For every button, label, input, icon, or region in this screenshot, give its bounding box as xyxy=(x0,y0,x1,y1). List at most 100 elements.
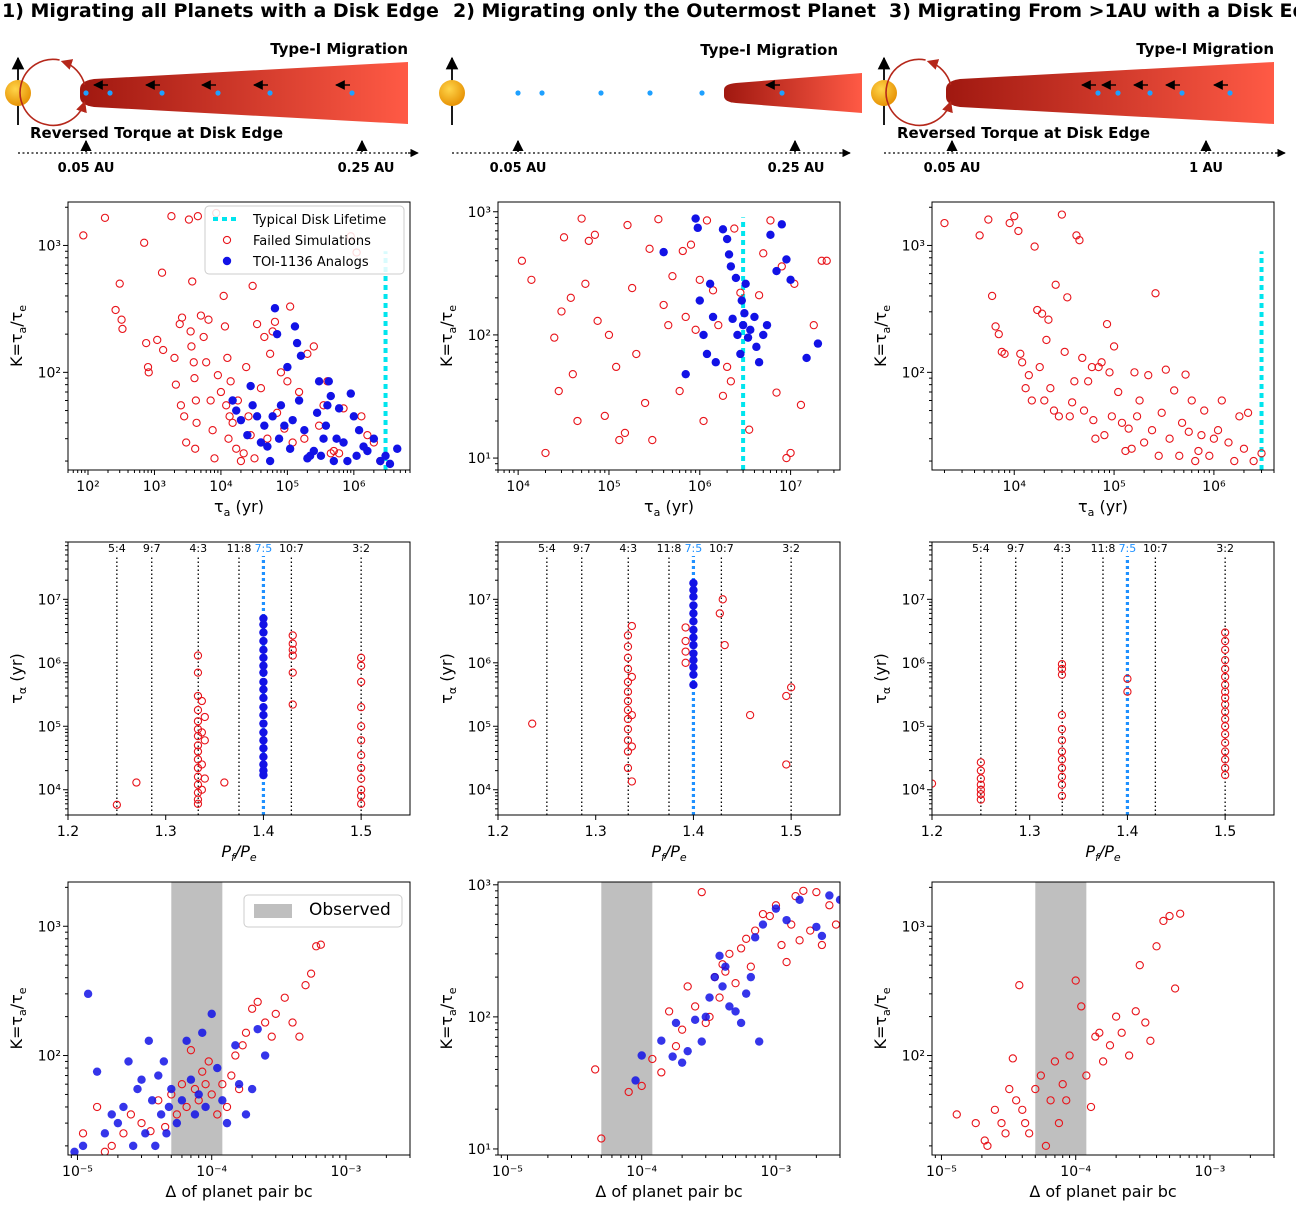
analog-point xyxy=(270,304,280,313)
analog-point xyxy=(782,255,791,264)
failed-simulation-point xyxy=(285,302,295,311)
analog-point xyxy=(259,661,268,670)
failed-simulation-point xyxy=(722,362,732,372)
resonance-label: 4:3 xyxy=(1053,542,1071,555)
analog-point xyxy=(190,1110,200,1119)
failed-simulation-point xyxy=(681,658,690,667)
failed-simulation-point xyxy=(1181,370,1190,379)
failed-simulation-point xyxy=(604,330,614,340)
planet-dot xyxy=(1115,90,1121,96)
analog-point xyxy=(119,1102,128,1112)
failed-simulation-point xyxy=(153,335,162,345)
y-tick-label: 10⁷ xyxy=(902,592,925,608)
failed-simulation-point xyxy=(623,763,633,773)
failed-simulation-point xyxy=(681,636,690,646)
failed-simulation-point xyxy=(1057,210,1067,219)
failed-simulation-point xyxy=(140,238,149,247)
analog-point xyxy=(259,728,268,737)
failed-simulation-point xyxy=(997,1118,1006,1128)
failed-simulation-point xyxy=(1091,1032,1100,1041)
failed-simulation-point xyxy=(736,944,746,953)
failed-simulation-point xyxy=(356,785,366,794)
failed-simulation-point xyxy=(1220,738,1230,747)
failed-simulation-point xyxy=(715,609,724,618)
failed-simulation-point xyxy=(627,777,637,786)
failed-simulation-point xyxy=(288,645,297,654)
y-tick-label: 10⁵ xyxy=(902,719,925,735)
analog-point xyxy=(259,702,268,712)
analog-point xyxy=(259,770,268,780)
failed-simulation-point xyxy=(1152,942,1161,951)
failed-simulation-point xyxy=(1001,1129,1010,1138)
x-tick-label: 1.3 xyxy=(155,824,177,840)
analog-point xyxy=(339,438,348,447)
failed-simulation-point xyxy=(1057,660,1067,669)
failed-simulation-point xyxy=(1037,309,1047,318)
y-axis-label: K=τa/τe xyxy=(871,305,893,367)
failed-simulation-point xyxy=(193,799,203,808)
plot-frame xyxy=(497,541,841,816)
analog-point xyxy=(722,234,732,244)
failed-simulation-point xyxy=(1008,1054,1017,1063)
analog-point xyxy=(346,389,355,398)
failed-simulation-point xyxy=(111,305,120,315)
failed-simulation-point xyxy=(714,321,723,330)
failed-simulation-point xyxy=(976,795,986,804)
resonance-label: 3:2 xyxy=(352,542,370,555)
failed-simulation-point xyxy=(158,345,168,355)
failed-simulation-point xyxy=(1014,226,1023,236)
failed-simulation-point xyxy=(627,742,637,751)
x-tick-label: 10⁶ xyxy=(1202,479,1226,495)
y-axis-label: K=τa/τe xyxy=(871,987,893,1049)
failed-simulation-point xyxy=(187,342,196,351)
analog-point xyxy=(724,250,734,259)
analog-point xyxy=(689,578,698,588)
analog-point xyxy=(835,895,840,904)
analog-point xyxy=(802,353,811,363)
failed-simulation-point xyxy=(1046,384,1055,393)
failed-simulation-point xyxy=(115,279,124,288)
analog-point xyxy=(705,993,714,1002)
failed-simulation-point xyxy=(624,1087,633,1097)
failed-simulation-point xyxy=(356,774,366,783)
failed-simulation-point xyxy=(559,233,569,242)
plot-area xyxy=(517,214,831,470)
failed-simulation-point xyxy=(107,1141,116,1151)
planet-dot xyxy=(598,90,604,96)
failed-simulation-point xyxy=(231,1051,240,1060)
failed-simulation-point xyxy=(581,279,590,288)
analog-point xyxy=(689,655,698,665)
failed-simulation-point xyxy=(1095,1028,1104,1037)
failed-simulation-point xyxy=(1021,384,1030,393)
scatter-panel-row1_col2: 10¹ 10² 10³ 10⁴ 10⁵ 10⁶ 10⁷ τa (yr) K=τa/τe xyxy=(437,201,841,519)
analog-point xyxy=(699,330,708,340)
failed-simulation-point xyxy=(219,291,228,301)
failed-simulation-point xyxy=(1057,791,1067,801)
failed-simulation-point xyxy=(600,411,609,421)
failed-simulation-point xyxy=(191,444,200,453)
failed-simulation-point xyxy=(184,215,194,224)
analog-point xyxy=(207,1009,216,1019)
analog-point xyxy=(124,1057,133,1066)
failed-simulation-point xyxy=(623,736,633,745)
analog-point xyxy=(363,446,372,456)
failed-simulation-point xyxy=(766,216,775,225)
analog-point xyxy=(285,444,295,453)
analog-point xyxy=(228,396,237,405)
analog-point xyxy=(259,614,268,623)
x-tick-label: 10⁴ xyxy=(209,479,233,495)
failed-simulation-point xyxy=(1005,218,1014,228)
failed-simulation-point xyxy=(253,997,262,1007)
failed-simulation-point xyxy=(695,275,704,284)
x-axis-label: Pf/Pe xyxy=(1085,842,1121,864)
failed-simulation-point xyxy=(1070,377,1079,386)
failed-simulation-point xyxy=(1209,434,1219,443)
failed-simulation-point xyxy=(623,220,632,230)
migration-label: Type-I Migration xyxy=(270,40,408,58)
x-tick-label: 10⁻⁴ xyxy=(626,1164,657,1180)
failed-simulation-point xyxy=(1057,710,1067,720)
failed-simulation-point xyxy=(1123,687,1132,696)
inner-au-label: 0.05 AU xyxy=(58,161,115,176)
x-tick-label: 1.2 xyxy=(487,824,509,840)
